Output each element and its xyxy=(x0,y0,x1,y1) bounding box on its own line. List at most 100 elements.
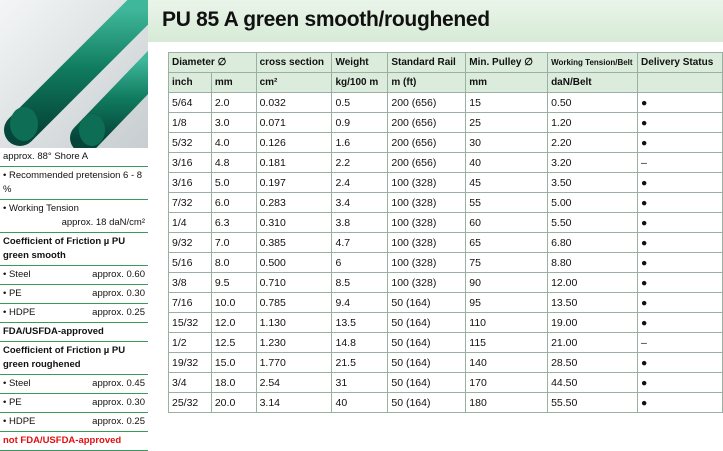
data-cell: 55.50 xyxy=(547,392,639,413)
data-cell: 0.126 xyxy=(255,132,333,153)
data-cell: 0.071 xyxy=(255,112,333,133)
material: PE xyxy=(8,288,22,299)
data-cell: ● xyxy=(637,92,723,113)
data-cell: 0.385 xyxy=(255,232,333,253)
data-cell: 5/64 xyxy=(168,92,212,113)
data-cell: 5.00 xyxy=(547,192,639,213)
data-cell: 44.50 xyxy=(547,372,639,393)
data-cell: 20.0 xyxy=(210,392,257,413)
header-cell: Diameter ∅ xyxy=(168,52,257,73)
data-row: 3/16 5.0 0.197 2.4 100 (328) 45 3.50 ● xyxy=(168,172,723,193)
data-cell: 28.50 xyxy=(547,352,639,373)
friction-item: • Steel approx. 0.45 xyxy=(0,375,148,394)
pretension: • Recommended pretension 6 - 8 % xyxy=(0,167,148,200)
material: PE xyxy=(8,397,22,408)
data-row: 1/4 6.3 0.310 3.8 100 (328) 60 5.50 ● xyxy=(168,212,723,233)
data-cell: 0.710 xyxy=(255,272,333,293)
data-cell: 7/32 xyxy=(168,192,212,213)
data-cell: 3.50 xyxy=(547,172,639,193)
material: HDPE xyxy=(8,416,36,427)
data-row: 7/32 6.0 0.283 3.4 100 (328) 55 5.00 ● xyxy=(168,192,723,213)
friction-item: • PE approx. 0.30 xyxy=(0,285,148,304)
friction-item: • HDPE approx. 0.25 xyxy=(0,413,148,432)
header-cell: Working Tension/Belt xyxy=(547,52,639,73)
friction-item: • PE approx. 0.30 xyxy=(0,394,148,413)
data-cell: 7.0 xyxy=(210,232,257,253)
data-cell: 2.54 xyxy=(255,372,333,393)
data-cell: 3/16 xyxy=(168,172,212,193)
data-cell: 19/32 xyxy=(168,352,212,373)
data-cell: 0.50 xyxy=(547,92,639,113)
data-cell: 4.7 xyxy=(331,232,389,253)
coefficient: approx. 0.60 xyxy=(92,269,145,280)
data-cell: 95 xyxy=(465,292,549,313)
data-cell: 100 (328) xyxy=(387,272,467,293)
data-cell: 15/32 xyxy=(168,312,212,333)
data-cell: 170 xyxy=(465,372,549,393)
unit-cell: inch xyxy=(168,72,212,93)
data-cell: ● xyxy=(637,232,723,253)
data-cell: – xyxy=(637,152,723,173)
data-cell: 200 (656) xyxy=(387,112,467,133)
data-row: 1/2 12.5 1.230 14.8 50 (164) 115 21.00– xyxy=(168,332,723,353)
data-cell: 200 (656) xyxy=(387,152,467,173)
sidebar: approx. 88° Shore A • Recommended preten… xyxy=(0,148,148,451)
data-cell: 3/4 xyxy=(168,372,212,393)
data-cell: 0.9 xyxy=(331,112,389,133)
data-cell: 2.0 xyxy=(210,92,257,113)
data-cell: 21.5 xyxy=(331,352,389,373)
data-cell: 6.3 xyxy=(210,212,257,233)
data-cell: 0.310 xyxy=(255,212,333,233)
data-cell: 1/2 xyxy=(168,332,212,353)
data-cell: 31 xyxy=(331,372,389,393)
data-cell: 8.0 xyxy=(210,252,257,273)
data-cell: 0.5 xyxy=(331,92,389,113)
data-cell: 3.4 xyxy=(331,192,389,213)
data-cell: 115 xyxy=(465,332,549,353)
data-cell: ● xyxy=(637,372,723,393)
data-cell: 1/4 xyxy=(168,212,212,233)
unit-cell-blank xyxy=(637,72,723,93)
header-cell: Min. Pulley ∅ xyxy=(465,52,549,73)
data-row: 7/16 10.0 0.785 9.4 50 (164) 95 13.50 ● xyxy=(168,292,723,313)
data-row: 3/4 18.0 2.54 31 50 (164) 170 44.50 ● xyxy=(168,372,723,393)
data-cell: 14.8 xyxy=(331,332,389,353)
data-cell: 6.80 xyxy=(547,232,639,253)
data-cell: ● xyxy=(637,172,723,193)
data-cell: 100 (328) xyxy=(387,192,467,213)
coefficient: approx. 0.30 xyxy=(92,397,145,408)
data-cell: 6 xyxy=(331,252,389,273)
data-cell: 15 xyxy=(465,92,549,113)
data-cell: 100 (328) xyxy=(387,252,467,273)
data-cell: 0.197 xyxy=(255,172,333,193)
data-cell: 90 xyxy=(465,272,549,293)
header-cell: Standard Rail xyxy=(387,52,467,73)
data-cell: 100 (328) xyxy=(387,212,467,233)
data-cell: 1.130 xyxy=(255,312,333,333)
data-cell: 7/16 xyxy=(168,292,212,313)
data-cell: 5/16 xyxy=(168,252,212,273)
tension-label: Working Tension xyxy=(8,203,79,214)
data-cell: 9.5 xyxy=(210,272,257,293)
friction-smooth: Coefficient of Friction µ PU green smoot… xyxy=(0,233,148,342)
data-cell: 50 (164) xyxy=(387,312,467,333)
data-cell: ● xyxy=(637,312,723,333)
friction-rough: Coefficient of Friction µ PU green rough… xyxy=(0,342,148,451)
data-row: 5/16 8.0 0.500 6 100 (328) 75 8.80 ● xyxy=(168,252,723,273)
data-cell: 1.770 xyxy=(255,352,333,373)
data-cell: 50 (164) xyxy=(387,292,467,313)
data-cell: 13.50 xyxy=(547,292,639,313)
data-cell: ● xyxy=(637,292,723,313)
data-cell: 18.0 xyxy=(210,372,257,393)
data-cell: 200 (656) xyxy=(387,92,467,113)
product-photo xyxy=(0,0,148,148)
data-cell: 12.5 xyxy=(210,332,257,353)
data-cell: ● xyxy=(637,272,723,293)
approval-note: not FDA/USFDA-approved xyxy=(0,432,148,451)
data-cell: 3/16 xyxy=(168,152,212,173)
data-cell: 15.0 xyxy=(210,352,257,373)
header-cell: cross section xyxy=(255,52,333,73)
unit-cell: mm xyxy=(210,72,257,93)
data-cell: 50 (164) xyxy=(387,372,467,393)
